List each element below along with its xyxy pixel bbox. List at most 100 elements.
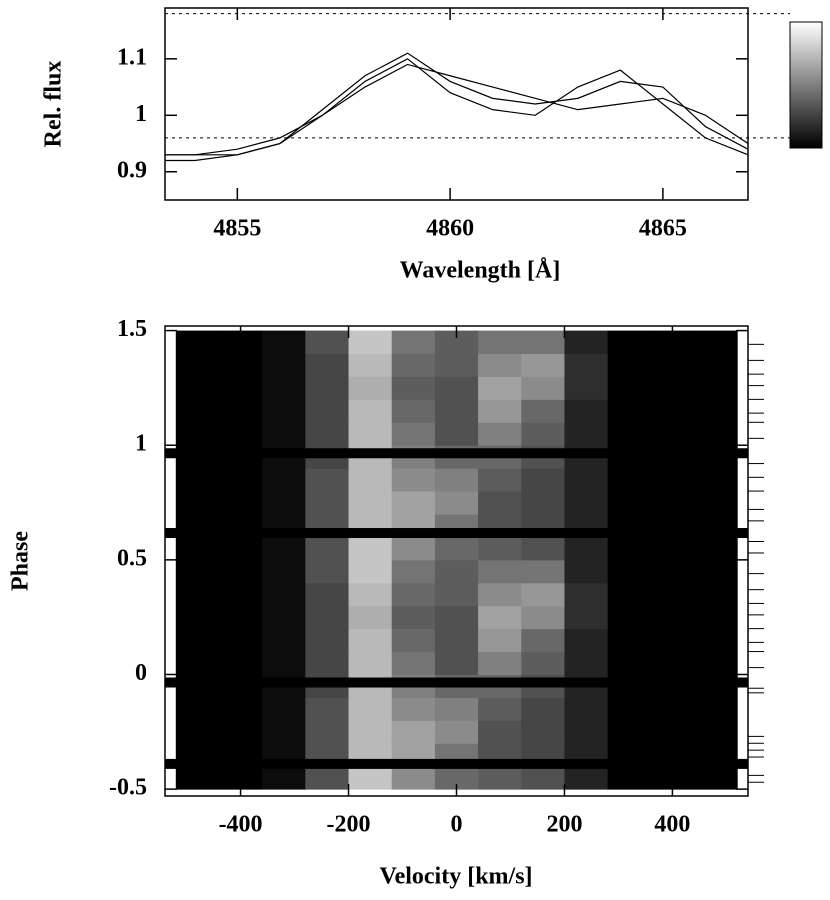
data-gap: [165, 758, 748, 769]
heatmap-cell: [262, 720, 306, 744]
heatmap-cell: [650, 697, 695, 721]
heatmap-cell: [348, 468, 393, 492]
heatmap-cell: [305, 628, 350, 653]
plot-area: [165, 52, 748, 162]
heatmap-cell: [478, 536, 522, 561]
heatmap-cell: [650, 766, 695, 790]
heatmap-cell: [607, 330, 652, 355]
heatmap-cell: [478, 422, 522, 446]
heatmap-cell: [478, 605, 522, 630]
heatmap-cell: [564, 628, 609, 653]
heatmap-cell: [391, 353, 436, 377]
y-tick-label: 0.5: [117, 545, 147, 571]
spectrum-line: [165, 63, 748, 156]
heatmap-cell: [650, 605, 695, 630]
heatmap-cell: [434, 353, 479, 377]
heatmap-cell: [262, 330, 306, 355]
heatmap-cell: [262, 697, 306, 721]
heatmap-cell: [521, 491, 565, 515]
y-tick-label: 1: [135, 101, 147, 127]
heatmap-cell: [262, 399, 306, 423]
heatmap-cell: [694, 582, 738, 607]
heatmap-cell: [305, 582, 350, 607]
heatmap-cell: [391, 605, 436, 630]
heatmap-cell: [218, 628, 263, 653]
y-tick-label: 1.1: [117, 44, 147, 70]
heatmap-cell: [305, 605, 350, 630]
heatmap-cell: [262, 559, 306, 584]
heatmap-cell: [305, 376, 350, 400]
heatmap-cell: [694, 628, 738, 653]
heatmap-cell: [262, 536, 306, 561]
heatmap-cell: [262, 605, 306, 630]
heatmap-cell: [564, 536, 609, 561]
data-gap: [165, 677, 748, 688]
heatmap-cell: [175, 422, 220, 446]
heatmap-cell: [607, 720, 652, 744]
x-tick-label: -400: [219, 812, 263, 838]
data-gap: [165, 528, 748, 539]
heatmap-cell: [564, 720, 609, 744]
heatmap-cell: [694, 536, 738, 561]
heatmap-cell: [478, 468, 522, 492]
heatmap-cell: [262, 628, 306, 653]
heatmap-cell: [478, 491, 522, 515]
y-tick-label: 1.5: [117, 316, 147, 342]
heatmap-cell: [348, 422, 393, 446]
heatmap-cell: [521, 697, 565, 721]
heatmap-cell: [650, 330, 695, 355]
heatmap-cell: [650, 353, 695, 377]
heatmap-cell: [218, 376, 263, 400]
heatmap-cell: [564, 468, 609, 492]
spectrum-line: [165, 58, 748, 156]
heatmap-cell: [650, 559, 695, 584]
heatmap-cell: [391, 582, 436, 607]
heatmap-cell: [434, 697, 479, 721]
y-tick-label: 1: [135, 431, 147, 457]
heatmap-cell: [348, 399, 393, 423]
heatmap-cell: [607, 628, 652, 653]
heatmap-cell: [348, 559, 393, 584]
heatmap-cell: [521, 353, 565, 377]
heatmap-cell: [521, 399, 565, 423]
heatmap-cell: [564, 582, 609, 607]
heatmap-cell: [478, 353, 522, 377]
heatmap-cell: [521, 582, 565, 607]
heatmap-cell: [607, 353, 652, 377]
x-tick-label: 200: [546, 812, 582, 838]
heatmap-cell: [607, 376, 652, 400]
heatmap-cell: [521, 422, 565, 446]
heatmap-cell: [694, 559, 738, 584]
heatmap-cell: [650, 582, 695, 607]
heatmap-cell: [607, 697, 652, 721]
heatmap-cell: [391, 720, 436, 744]
heatmap-cell: [478, 766, 522, 790]
heatmap-cell: [218, 697, 263, 721]
heatmap-cell: [391, 468, 436, 492]
heatmap-cell: [262, 422, 306, 446]
spectrum-line: [165, 52, 748, 162]
heatmap-cell: [175, 353, 220, 377]
colorbar: [789, 21, 823, 149]
y-tick-label: -0.5: [109, 775, 147, 801]
heatmap-cell: [218, 720, 263, 744]
heatmap-cell: [521, 628, 565, 653]
heatmap-cell: [521, 559, 565, 584]
heatmap-cell: [521, 651, 565, 675]
heatmap-cell: [694, 491, 738, 515]
heatmap-cell: [607, 766, 652, 790]
x-tick-label: 4855: [213, 216, 261, 242]
heatmap-cell: [218, 651, 263, 675]
heatmap-cell: [348, 697, 393, 721]
heatmap-cell: [434, 422, 479, 446]
heatmap-cell: [650, 628, 695, 653]
heatmap-cell: [478, 376, 522, 400]
heatmap-cell: [218, 399, 263, 423]
heatmap-cell: [348, 491, 393, 515]
heatmap-cell: [305, 491, 350, 515]
heatmap-cell: [175, 536, 220, 561]
heatmap-cell: [218, 605, 263, 630]
heatmap-cell: [305, 697, 350, 721]
heatmap-cell: [348, 353, 393, 377]
x-axis-title: Wavelength [Å]: [400, 258, 561, 284]
